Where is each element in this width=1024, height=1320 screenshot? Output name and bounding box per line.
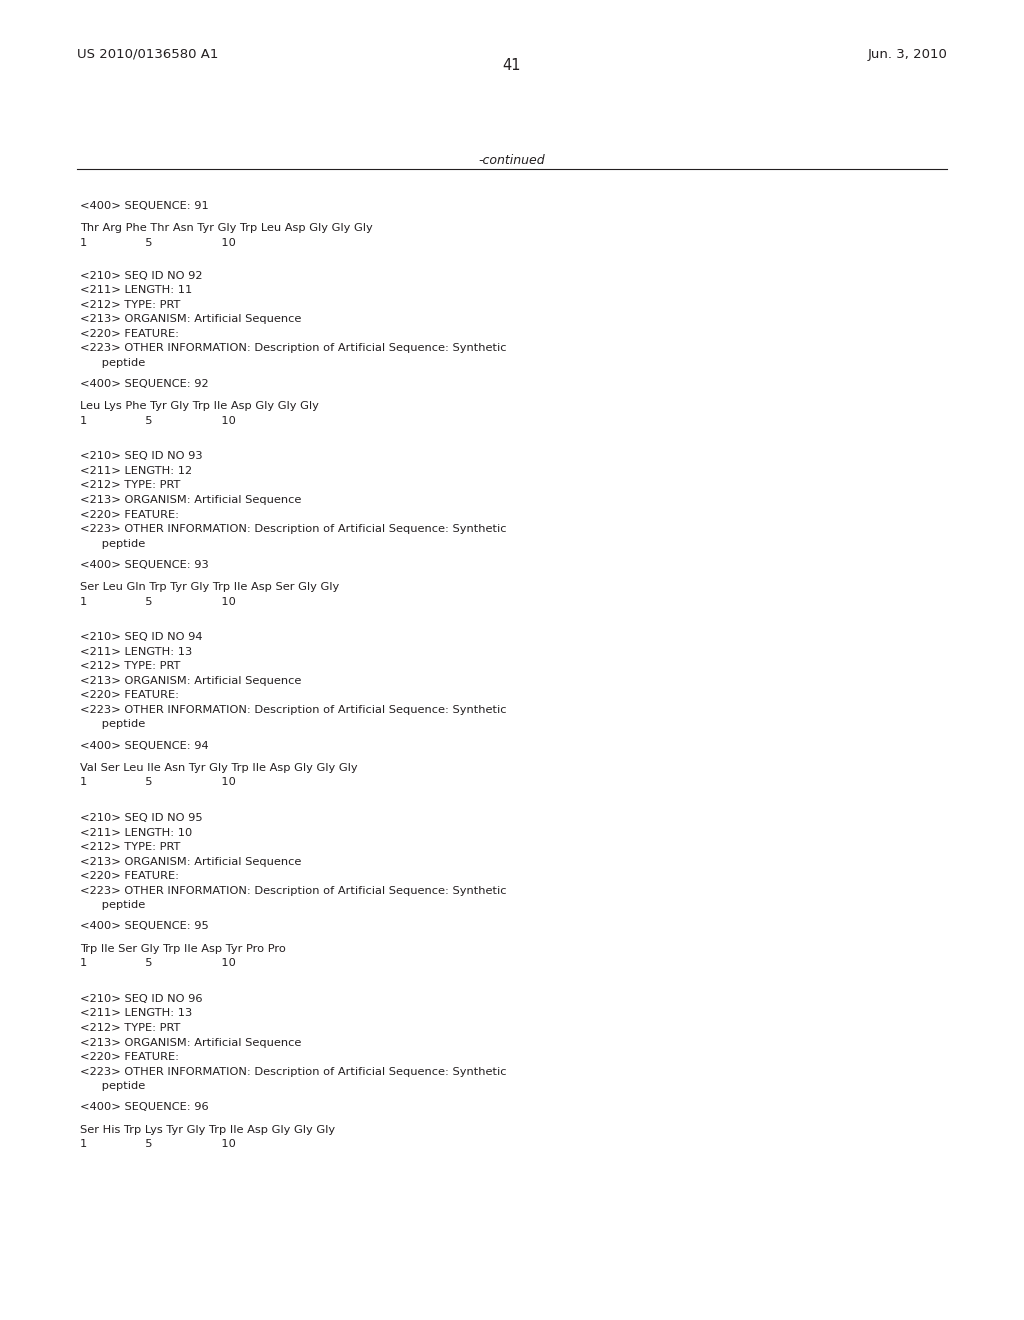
Text: Ser Leu Gln Trp Tyr Gly Trp Ile Asp Ser Gly Gly: Ser Leu Gln Trp Tyr Gly Trp Ile Asp Ser …	[80, 582, 339, 593]
Text: 1                5                   10: 1 5 10	[80, 238, 236, 248]
Text: peptide: peptide	[80, 719, 145, 730]
Text: <213> ORGANISM: Artificial Sequence: <213> ORGANISM: Artificial Sequence	[80, 1038, 301, 1048]
Text: 1                5                   10: 1 5 10	[80, 416, 236, 426]
Text: Ser His Trp Lys Tyr Gly Trp Ile Asp Gly Gly Gly: Ser His Trp Lys Tyr Gly Trp Ile Asp Gly …	[80, 1125, 335, 1135]
Text: <211> LENGTH: 13: <211> LENGTH: 13	[80, 647, 193, 657]
Text: <223> OTHER INFORMATION: Description of Artificial Sequence: Synthetic: <223> OTHER INFORMATION: Description of …	[80, 343, 507, 354]
Text: <211> LENGTH: 11: <211> LENGTH: 11	[80, 285, 193, 296]
Text: peptide: peptide	[80, 900, 145, 911]
Text: US 2010/0136580 A1: US 2010/0136580 A1	[77, 48, 218, 61]
Text: <400> SEQUENCE: 91: <400> SEQUENCE: 91	[80, 201, 209, 211]
Text: <400> SEQUENCE: 93: <400> SEQUENCE: 93	[80, 560, 209, 570]
Text: <212> TYPE: PRT: <212> TYPE: PRT	[80, 300, 180, 310]
Text: <211> LENGTH: 12: <211> LENGTH: 12	[80, 466, 191, 477]
Text: 41: 41	[503, 58, 521, 73]
Text: <213> ORGANISM: Artificial Sequence: <213> ORGANISM: Artificial Sequence	[80, 314, 301, 325]
Text: -continued: -continued	[478, 154, 546, 168]
Text: 1                5                   10: 1 5 10	[80, 958, 236, 969]
Text: <220> FEATURE:: <220> FEATURE:	[80, 690, 179, 701]
Text: <210> SEQ ID NO 92: <210> SEQ ID NO 92	[80, 271, 203, 281]
Text: <210> SEQ ID NO 95: <210> SEQ ID NO 95	[80, 813, 203, 824]
Text: <400> SEQUENCE: 94: <400> SEQUENCE: 94	[80, 741, 209, 751]
Text: <223> OTHER INFORMATION: Description of Artificial Sequence: Synthetic: <223> OTHER INFORMATION: Description of …	[80, 705, 507, 715]
Text: peptide: peptide	[80, 358, 145, 368]
Text: <211> LENGTH: 10: <211> LENGTH: 10	[80, 828, 193, 838]
Text: <210> SEQ ID NO 93: <210> SEQ ID NO 93	[80, 451, 203, 462]
Text: <220> FEATURE:: <220> FEATURE:	[80, 510, 179, 520]
Text: <213> ORGANISM: Artificial Sequence: <213> ORGANISM: Artificial Sequence	[80, 857, 301, 867]
Text: Trp Ile Ser Gly Trp Ile Asp Tyr Pro Pro: Trp Ile Ser Gly Trp Ile Asp Tyr Pro Pro	[80, 944, 286, 954]
Text: 1                5                   10: 1 5 10	[80, 1139, 236, 1150]
Text: Jun. 3, 2010: Jun. 3, 2010	[867, 48, 947, 61]
Text: Thr Arg Phe Thr Asn Tyr Gly Trp Leu Asp Gly Gly Gly: Thr Arg Phe Thr Asn Tyr Gly Trp Leu Asp …	[80, 223, 373, 234]
Text: <400> SEQUENCE: 95: <400> SEQUENCE: 95	[80, 921, 209, 932]
Text: <223> OTHER INFORMATION: Description of Artificial Sequence: Synthetic: <223> OTHER INFORMATION: Description of …	[80, 1067, 507, 1077]
Text: <220> FEATURE:: <220> FEATURE:	[80, 329, 179, 339]
Text: <211> LENGTH: 13: <211> LENGTH: 13	[80, 1008, 193, 1019]
Text: <210> SEQ ID NO 94: <210> SEQ ID NO 94	[80, 632, 203, 643]
Text: <212> TYPE: PRT: <212> TYPE: PRT	[80, 480, 180, 491]
Text: peptide: peptide	[80, 539, 145, 549]
Text: peptide: peptide	[80, 1081, 145, 1092]
Text: <220> FEATURE:: <220> FEATURE:	[80, 871, 179, 882]
Text: <223> OTHER INFORMATION: Description of Artificial Sequence: Synthetic: <223> OTHER INFORMATION: Description of …	[80, 524, 507, 535]
Text: Leu Lys Phe Tyr Gly Trp Ile Asp Gly Gly Gly: Leu Lys Phe Tyr Gly Trp Ile Asp Gly Gly …	[80, 401, 318, 412]
Text: 1                5                   10: 1 5 10	[80, 597, 236, 607]
Text: 1                5                   10: 1 5 10	[80, 777, 236, 788]
Text: <210> SEQ ID NO 96: <210> SEQ ID NO 96	[80, 994, 203, 1005]
Text: <212> TYPE: PRT: <212> TYPE: PRT	[80, 661, 180, 672]
Text: <223> OTHER INFORMATION: Description of Artificial Sequence: Synthetic: <223> OTHER INFORMATION: Description of …	[80, 886, 507, 896]
Text: <220> FEATURE:: <220> FEATURE:	[80, 1052, 179, 1063]
Text: <212> TYPE: PRT: <212> TYPE: PRT	[80, 842, 180, 853]
Text: <213> ORGANISM: Artificial Sequence: <213> ORGANISM: Artificial Sequence	[80, 676, 301, 686]
Text: Val Ser Leu Ile Asn Tyr Gly Trp Ile Asp Gly Gly Gly: Val Ser Leu Ile Asn Tyr Gly Trp Ile Asp …	[80, 763, 357, 774]
Text: <212> TYPE: PRT: <212> TYPE: PRT	[80, 1023, 180, 1034]
Text: <400> SEQUENCE: 96: <400> SEQUENCE: 96	[80, 1102, 209, 1113]
Text: <400> SEQUENCE: 92: <400> SEQUENCE: 92	[80, 379, 209, 389]
Text: <213> ORGANISM: Artificial Sequence: <213> ORGANISM: Artificial Sequence	[80, 495, 301, 506]
